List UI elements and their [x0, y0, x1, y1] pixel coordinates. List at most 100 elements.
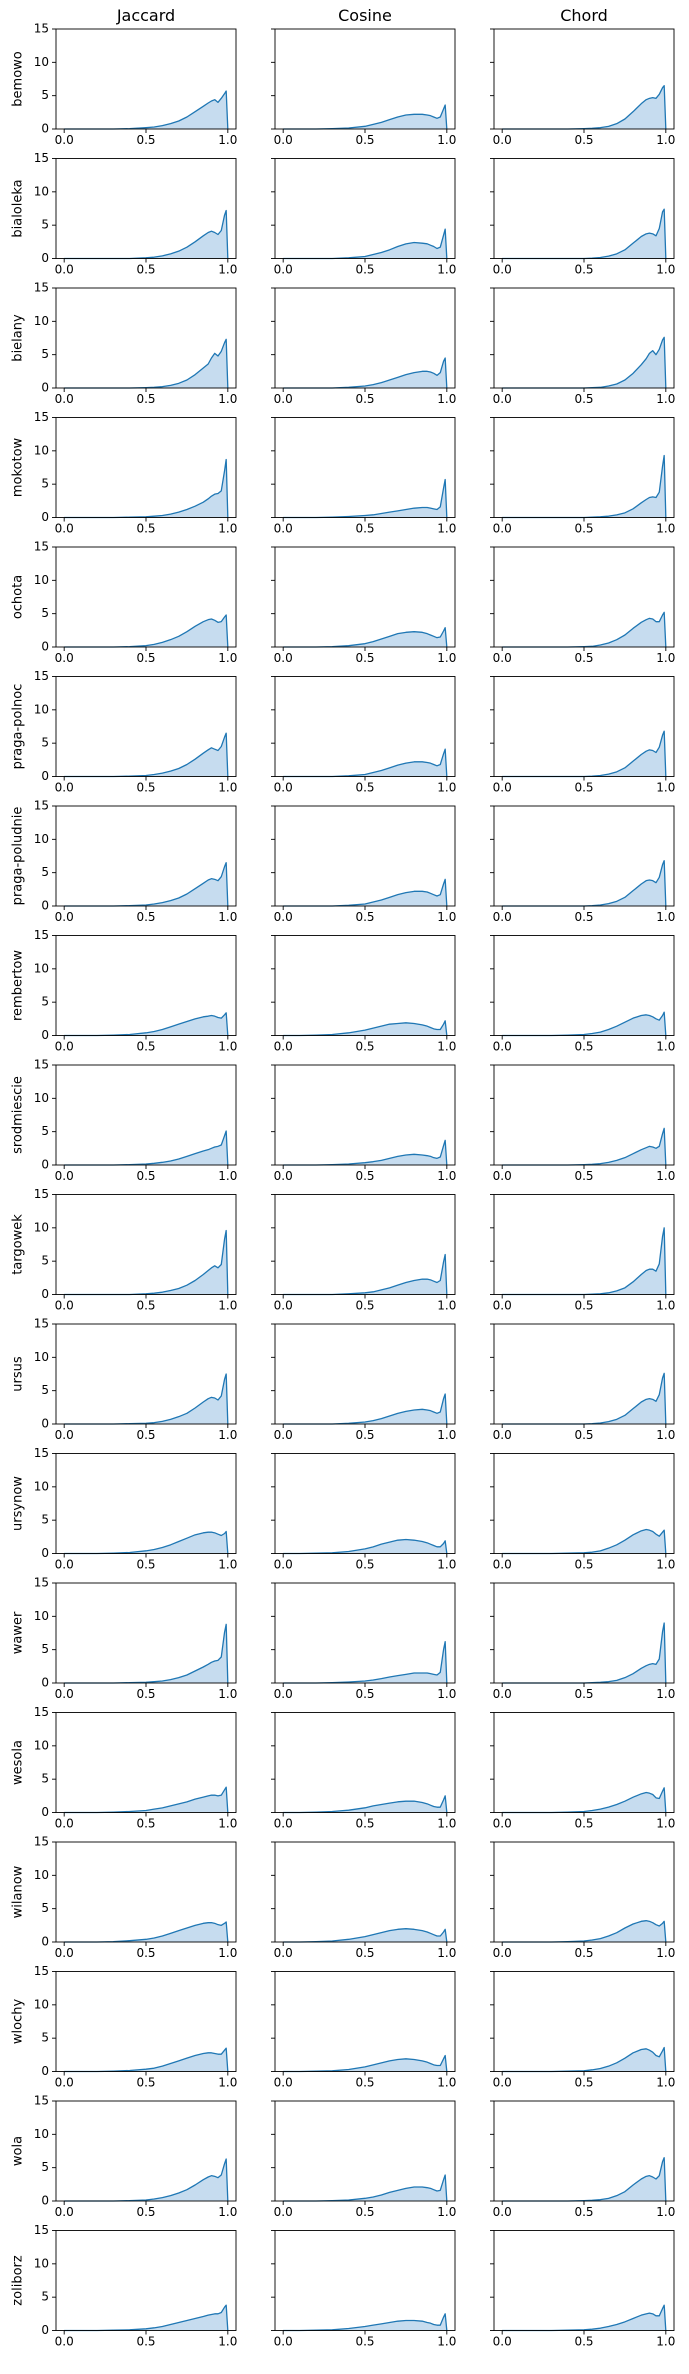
y-tick-label: 15 — [34, 1576, 49, 1590]
density-area — [64, 862, 228, 906]
x-tick-label: 1.0 — [437, 910, 456, 924]
x-tick-label: 0.0 — [274, 1040, 293, 1054]
row-label: ursynow — [11, 1476, 26, 1531]
density-area — [64, 615, 228, 647]
x-tick-label: 0.5 — [574, 1946, 593, 1960]
x-tick-label: 1.0 — [437, 1428, 456, 1442]
y-tick-label: 15 — [34, 1705, 49, 1719]
x-tick-label: 0.5 — [355, 910, 374, 924]
density-area — [502, 2305, 666, 2331]
y-tick-label: 5 — [41, 995, 49, 1009]
density-area — [64, 2048, 228, 2072]
density-area — [283, 1795, 447, 1813]
y-tick-label: 0 — [41, 2064, 49, 2078]
density-line — [283, 1641, 448, 1684]
density-area — [64, 733, 228, 777]
x-tick-label: 0.0 — [493, 2076, 512, 2090]
density-area — [283, 1020, 447, 1036]
column-title: Jaccard — [116, 6, 175, 25]
x-tick-label: 1.0 — [656, 1946, 675, 1960]
density-area — [502, 209, 666, 259]
panel-wesola-cosine: 0.0 0.5 1.0 — [271, 1712, 456, 1831]
panel-bielany-cosine: 0.0 0.5 1.0 — [271, 287, 456, 406]
x-tick-label: 1.0 — [218, 1558, 237, 1572]
y-tick-label: 10 — [34, 832, 49, 846]
density-area — [64, 1230, 228, 1295]
row-label: wola — [11, 2136, 26, 2166]
density-line — [283, 104, 448, 130]
density-area — [283, 358, 447, 388]
y-tick-label: 0 — [41, 640, 49, 654]
x-tick-label: 1.0 — [218, 1040, 237, 1054]
density-area — [502, 1012, 666, 1036]
x-tick-label: 0.0 — [274, 263, 293, 277]
x-tick-label: 1.0 — [656, 133, 675, 147]
x-tick-label: 0.0 — [55, 522, 74, 536]
y-tick-label: 0 — [41, 1546, 49, 1560]
y-tick-label: 15 — [34, 1187, 49, 1201]
x-tick-label: 1.0 — [656, 651, 675, 665]
x-tick-label: 0.0 — [493, 1946, 512, 1960]
x-tick-label: 1.0 — [218, 133, 237, 147]
density-area — [283, 1140, 447, 1165]
y-tick-label: 15 — [34, 1446, 49, 1460]
y-tick-label: 5 — [41, 1772, 49, 1786]
panel-wlochy-chord: 0.0 0.5 1.0 — [490, 1971, 675, 2090]
panel-praga-polnoc-jaccard: 0 5 10 15 0.0 0.5 1.0 — [34, 669, 238, 795]
panel-ursynow-chord: 0.0 0.5 1.0 — [490, 1453, 675, 1572]
y-tick-label: 10 — [34, 1868, 49, 1882]
density-area — [64, 1787, 228, 1813]
x-tick-label: 1.0 — [437, 1817, 456, 1831]
y-tick-label: 10 — [34, 184, 49, 198]
x-tick-label: 0.5 — [355, 1299, 374, 1313]
x-tick-label: 1.0 — [437, 1299, 456, 1313]
row-label: bemowo — [11, 51, 26, 106]
x-tick-label: 0.5 — [355, 2076, 374, 2090]
panel-bemowo-cosine: 0.0 0.5 1.0 — [271, 28, 456, 147]
y-tick-label: 0 — [41, 1676, 49, 1690]
density-area — [502, 1373, 666, 1424]
y-tick-label: 10 — [34, 1350, 49, 1364]
x-tick-label: 0.0 — [493, 2335, 512, 2349]
y-tick-label: 10 — [34, 55, 49, 69]
x-tick-label: 0.0 — [55, 2205, 74, 2219]
panel-wlochy-jaccard: 0 5 10 15 0.0 0.5 1.0 — [34, 1964, 238, 2090]
x-tick-label: 1.0 — [437, 651, 456, 665]
x-tick-label: 1.0 — [218, 2076, 237, 2090]
density-line — [64, 1012, 229, 1037]
x-tick-label: 1.0 — [656, 2335, 675, 2349]
x-tick-label: 1.0 — [437, 1687, 456, 1701]
x-tick-label: 1.0 — [218, 2205, 237, 2219]
density-area — [283, 1394, 447, 1424]
x-tick-label: 0.0 — [493, 1817, 512, 1831]
x-tick-label: 1.0 — [218, 1428, 237, 1442]
x-tick-label: 1.0 — [437, 2335, 456, 2349]
x-tick-label: 0.5 — [355, 392, 374, 406]
x-tick-label: 0.0 — [274, 2335, 293, 2349]
density-line — [283, 478, 448, 519]
density-area — [502, 1920, 666, 1942]
panel-wawer-cosine: 0.0 0.5 1.0 — [271, 1582, 456, 1701]
x-tick-label: 0.0 — [274, 522, 293, 536]
column-title: Chord — [560, 6, 608, 25]
y-tick-label: 5 — [41, 88, 49, 102]
x-tick-label: 0.5 — [355, 2205, 374, 2219]
density-area — [502, 731, 666, 777]
x-tick-label: 0.5 — [574, 263, 593, 277]
density-area — [502, 1529, 666, 1554]
x-tick-label: 0.5 — [355, 781, 374, 795]
x-tick-label: 0.0 — [274, 1169, 293, 1183]
y-tick-label: 0 — [41, 1417, 49, 1431]
y-tick-label: 0 — [41, 381, 49, 395]
panel-ochota-jaccard: 0 5 10 15 0.0 0.5 1.0 — [34, 540, 238, 666]
x-tick-label: 1.0 — [437, 1169, 456, 1183]
x-tick-label: 0.0 — [274, 1687, 293, 1701]
density-area — [502, 1787, 666, 1813]
y-tick-label: 10 — [34, 2256, 49, 2270]
panel-srodmiescie-jaccard: 0 5 10 15 0.0 0.5 1.0 — [34, 1058, 238, 1184]
x-tick-label: 0.5 — [574, 2335, 593, 2349]
x-tick-label: 1.0 — [218, 910, 237, 924]
panel-srodmiescie-chord: 0.0 0.5 1.0 — [490, 1064, 675, 1183]
x-tick-label: 0.0 — [274, 651, 293, 665]
